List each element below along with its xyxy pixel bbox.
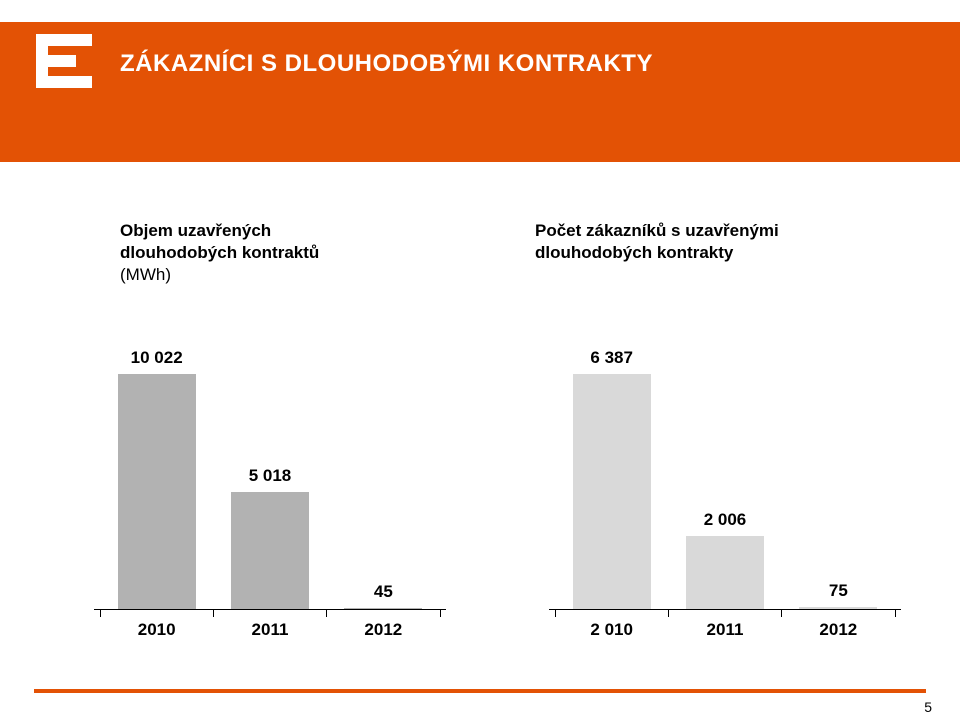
slide-title: ZÁKAZNÍCI S DLOUHODOBÝMI KONTRAKTY	[120, 50, 653, 78]
x-tick	[668, 610, 669, 617]
x-tick	[326, 610, 327, 617]
x-axis	[94, 609, 446, 610]
bar-value-label: 6 387	[553, 348, 671, 368]
brand-logo-icon	[36, 34, 92, 88]
bar	[231, 492, 309, 610]
x-tick	[895, 610, 896, 617]
x-category-label: 2011	[668, 620, 781, 640]
x-tick	[781, 610, 782, 617]
x-axis	[549, 609, 901, 610]
footer-rule	[34, 689, 926, 693]
x-category-label: 2 010	[555, 620, 668, 640]
chart-left-title: Objem uzavřených dlouhodobých kontraktů …	[120, 220, 319, 286]
bar	[573, 374, 651, 610]
bar-value-label: 2 006	[666, 510, 784, 530]
x-tick	[100, 610, 101, 617]
x-category-label: 2012	[782, 620, 895, 640]
chart-right: 6 3872 006752 01020112012	[555, 370, 895, 610]
chart-left-title-line3: (MWh)	[120, 265, 171, 284]
x-category-label: 2010	[100, 620, 213, 640]
slide-root: ZÁKAZNÍCI S DLOUHODOBÝMI KONTRAKTY Objem…	[0, 0, 960, 725]
header-band	[0, 22, 960, 162]
x-tick	[555, 610, 556, 617]
bar-value-label: 10 022	[98, 348, 216, 368]
bar-value-label: 5 018	[211, 466, 329, 486]
chart-right-title-line1: Počet zákazníků s uzavřenými	[535, 221, 779, 240]
x-category-label: 2012	[327, 620, 440, 640]
bar-value-label: 75	[779, 581, 897, 601]
chart-left: 10 0225 01845201020112012	[100, 370, 440, 610]
chart-left-title-line2: dlouhodobých kontraktů	[120, 243, 319, 262]
page-number: 5	[924, 699, 932, 715]
bar	[686, 536, 764, 610]
bar	[118, 374, 196, 610]
x-tick	[213, 610, 214, 617]
chart-right-title-line2: dlouhodobých kontrakty	[535, 243, 733, 262]
x-category-label: 2011	[213, 620, 326, 640]
chart-right-title: Počet zákazníků s uzavřenými dlouhodobýc…	[535, 220, 779, 264]
chart-left-title-line1: Objem uzavřených	[120, 221, 271, 240]
bar-value-label: 45	[324, 582, 442, 602]
x-tick	[440, 610, 441, 617]
